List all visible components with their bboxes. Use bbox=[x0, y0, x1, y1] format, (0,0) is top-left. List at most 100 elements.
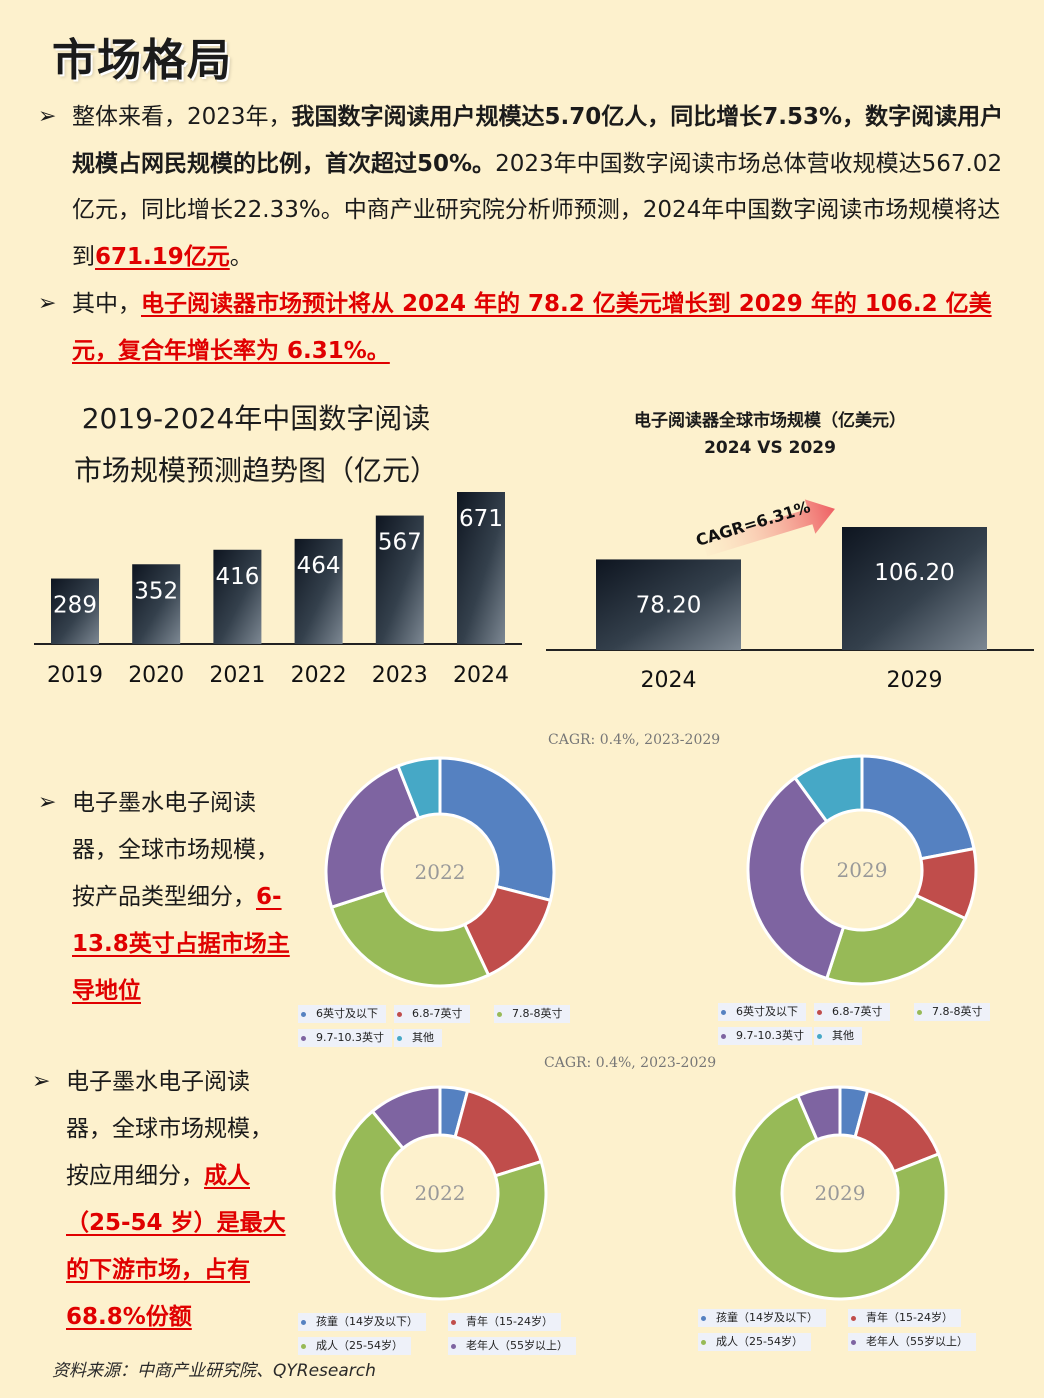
donut-slice bbox=[824, 893, 968, 986]
donut-slice bbox=[732, 1093, 948, 1301]
donut-center-label: 2022 bbox=[415, 1181, 466, 1205]
donut-slice bbox=[438, 756, 556, 903]
donut-slice bbox=[453, 1088, 544, 1178]
legend-swatch-icon bbox=[817, 1034, 822, 1039]
legend-swatch-icon bbox=[301, 1320, 306, 1325]
side1-highlight: 6-13.8英寸占据市场主导地位 bbox=[72, 884, 290, 1004]
donut-center-label: 2029 bbox=[815, 1181, 866, 1205]
para1-forecast-value: 671.19亿元 bbox=[95, 243, 230, 270]
donut-slice bbox=[396, 756, 442, 821]
legend-item: 成人（25-54岁） bbox=[698, 1333, 811, 1351]
legend-item: 其他 bbox=[814, 1027, 862, 1045]
bar-value-label: 78.20 bbox=[636, 592, 702, 618]
donut-slice bbox=[795, 1085, 842, 1142]
cagr-note-application: CAGR: 0.4%, 2023-2029 bbox=[544, 1055, 717, 1071]
donut-slice bbox=[370, 1085, 442, 1151]
legend-label: 7.8-8英寸 bbox=[512, 1007, 563, 1020]
bar-2024 bbox=[596, 559, 741, 650]
legend-swatch-icon bbox=[301, 1036, 306, 1041]
ereader-chart-subtitle: 2024 VS 2029 bbox=[704, 438, 836, 458]
legend-item: 6英寸及以下 bbox=[298, 1005, 386, 1023]
side-note-type: 电子墨水电子阅读器，全球市场规模，按产品类型细分，6-13.8英寸占据市场主导地… bbox=[72, 780, 297, 1015]
legend-swatch-icon bbox=[721, 1034, 726, 1039]
donut-center-label: 2022 bbox=[415, 860, 466, 884]
legend-swatch-icon bbox=[701, 1316, 706, 1321]
cagr-arrow-icon: CAGR=6.31% bbox=[694, 497, 835, 557]
donut-application-2022: 2022 bbox=[332, 1085, 548, 1301]
legend-item: 6.8-7英寸 bbox=[394, 1005, 471, 1023]
legend-label: 成人（25-54岁） bbox=[316, 1339, 403, 1352]
legend-label: 7.8-8英寸 bbox=[932, 1005, 983, 1018]
bar-value-label: 289 bbox=[53, 593, 97, 619]
legend-application-2029: 孩童（14岁及以下） 青年（15-24岁） 成人（25-54岁） 老年人（55岁以上） bbox=[698, 1309, 1018, 1353]
legend-swatch-icon bbox=[497, 1012, 502, 1017]
donut-application-2029: 2029 bbox=[732, 1085, 948, 1301]
legend-label: 老年人（55岁以上） bbox=[466, 1339, 568, 1352]
legend-item: 老年人（55岁以上） bbox=[848, 1333, 976, 1351]
bar-value-label: 352 bbox=[134, 578, 178, 604]
donut-slice bbox=[792, 754, 864, 824]
legend-label: 青年（15-24岁） bbox=[466, 1315, 553, 1328]
legend-item: 成人（25-54岁） bbox=[298, 1337, 411, 1355]
legend-swatch-icon bbox=[397, 1036, 402, 1041]
bar-charts: 289 2019 352 2020 416 2021 464 2022 567 2023 671 20… bbox=[34, 492, 1034, 693]
donut-type-2022: 2022 bbox=[324, 756, 556, 988]
legend-type-2029: 6英寸及以下 6.8-7英寸 7.8-8英寸 9.7-10.3英寸 其他 bbox=[718, 1003, 1018, 1049]
para2-text-1: 其中， bbox=[72, 291, 141, 317]
legend-item: 其他 bbox=[394, 1029, 442, 1047]
bar-2020 bbox=[132, 564, 181, 644]
bar-category-label: 2024 bbox=[453, 663, 509, 688]
source-note: 资料来源：中商产业研究院、QYResearch bbox=[52, 1361, 376, 1381]
legend-type-2022: 6英寸及以下 6.8-7英寸 7.8-8英寸 9.7-10.3英寸 其他 bbox=[298, 1005, 598, 1051]
legend-item: 6英寸及以下 bbox=[718, 1003, 806, 1021]
bar-category-label: 2029 bbox=[887, 668, 943, 693]
para2-highlight: 电子阅读器市场预计将从 2024 年的 78.2 亿美元增长到 2029 年的 … bbox=[72, 291, 992, 364]
legend-label: 6英寸及以下 bbox=[316, 1007, 378, 1020]
para1-text-1: 整体来看，2023年， bbox=[72, 104, 292, 130]
legend-swatch-icon bbox=[851, 1316, 856, 1321]
legend-item: 7.8-8英寸 bbox=[914, 1003, 991, 1021]
para1-text-2: 2023年中国数字阅读市场总体营收规模达567.02亿元，同比增长22.33%。… bbox=[72, 150, 1003, 270]
legend-label: 成人（25-54岁） bbox=[716, 1335, 803, 1348]
bullet-arrow-icon: ➢ bbox=[38, 291, 57, 316]
legend-label: 9.7-10.3英寸 bbox=[736, 1029, 804, 1042]
bar-2019 bbox=[51, 578, 99, 644]
donut-charts-application: 2022 2029 bbox=[332, 1085, 948, 1301]
bullet-arrow-icon: ➢ bbox=[38, 790, 57, 815]
bar-category-label: 2024 bbox=[641, 668, 697, 693]
legend-swatch-icon bbox=[721, 1010, 726, 1015]
page-title: 市场格局 bbox=[52, 35, 232, 86]
paragraph-overview: 整体来看，2023年，我国数字阅读用户规模达5.70亿人，同比增长7.53%，数… bbox=[72, 94, 1017, 280]
bar-2023 bbox=[375, 515, 424, 644]
bullet-arrow-icon: ➢ bbox=[38, 104, 57, 129]
china-market-chart-title: 2019-2024年中国数字阅读市场规模预测趋势图（亿元） bbox=[73, 402, 438, 487]
bar-category-label: 2022 bbox=[291, 663, 347, 688]
bar-2022 bbox=[294, 538, 343, 644]
ereader-chart-title-line1: 电子阅读器全球市场规模（亿美元） bbox=[634, 411, 906, 431]
bullet-arrow-icon: ➢ bbox=[32, 1069, 51, 1094]
bar-2021 bbox=[213, 549, 262, 644]
bar-category-label: 2021 bbox=[209, 663, 265, 688]
donut-type-2029: 2029 bbox=[746, 754, 978, 986]
legend-item: 9.7-10.3英寸 bbox=[298, 1029, 392, 1047]
legend-swatch-icon bbox=[917, 1010, 922, 1015]
donut-slice bbox=[332, 1109, 548, 1301]
donut-slice bbox=[860, 754, 976, 861]
legend-label: 6.8-7英寸 bbox=[832, 1005, 883, 1018]
bar-category-label: 2023 bbox=[372, 663, 428, 688]
legend-label: 青年（15-24岁） bbox=[866, 1311, 953, 1324]
bar-value-label: 416 bbox=[215, 564, 259, 590]
legend-swatch-icon bbox=[451, 1344, 456, 1349]
legend-item: 青年（15-24岁） bbox=[448, 1313, 561, 1331]
paragraph-ereader: 其中，电子阅读器市场预计将从 2024 年的 78.2 亿美元增长到 2029 … bbox=[72, 281, 1017, 374]
side-note-application: 电子墨水电子阅读器，全球市场规模，按应用细分，成人（25-54 岁）是最大的下游… bbox=[66, 1059, 291, 1341]
bar-value-label: 671 bbox=[459, 506, 503, 532]
legend-label: 孩童（14岁及以下） bbox=[716, 1311, 818, 1324]
donut-slice bbox=[329, 888, 491, 988]
donut-slice bbox=[324, 764, 421, 910]
legend-label: 6.8-7英寸 bbox=[412, 1007, 463, 1020]
legend-swatch-icon bbox=[451, 1320, 456, 1325]
legend-item: 老年人（55岁以上） bbox=[448, 1337, 576, 1355]
donut-slice bbox=[746, 775, 846, 981]
legend-item: 7.8-8英寸 bbox=[494, 1005, 571, 1023]
